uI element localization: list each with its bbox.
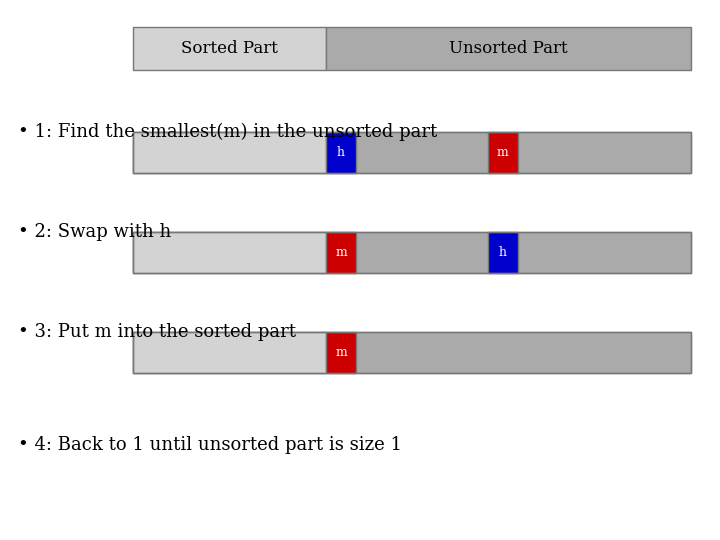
Text: • 3: Put m into the sorted part: • 3: Put m into the sorted part: [18, 323, 296, 341]
FancyBboxPatch shape: [325, 332, 356, 373]
FancyBboxPatch shape: [133, 332, 325, 373]
Text: Unsorted Part: Unsorted Part: [449, 40, 568, 57]
FancyBboxPatch shape: [325, 132, 356, 173]
FancyBboxPatch shape: [133, 232, 691, 273]
FancyBboxPatch shape: [133, 132, 325, 173]
Text: m: m: [336, 246, 347, 259]
FancyBboxPatch shape: [487, 232, 518, 273]
Text: h: h: [499, 246, 507, 259]
FancyBboxPatch shape: [133, 332, 691, 373]
FancyBboxPatch shape: [325, 27, 691, 70]
Text: • 2: Swap with h: • 2: Swap with h: [18, 223, 171, 241]
FancyBboxPatch shape: [487, 132, 518, 173]
Text: h: h: [337, 146, 345, 159]
Text: m: m: [497, 146, 509, 159]
FancyBboxPatch shape: [133, 132, 691, 173]
Text: • 4: Back to 1 until unsorted part is size 1: • 4: Back to 1 until unsorted part is si…: [18, 436, 402, 455]
FancyBboxPatch shape: [325, 232, 356, 273]
FancyBboxPatch shape: [133, 27, 325, 70]
FancyBboxPatch shape: [133, 232, 325, 273]
Text: • 1: Find the smallest(m) in the unsorted part: • 1: Find the smallest(m) in the unsorte…: [18, 123, 437, 141]
Text: m: m: [336, 346, 347, 359]
Text: Sorted Part: Sorted Part: [181, 40, 278, 57]
